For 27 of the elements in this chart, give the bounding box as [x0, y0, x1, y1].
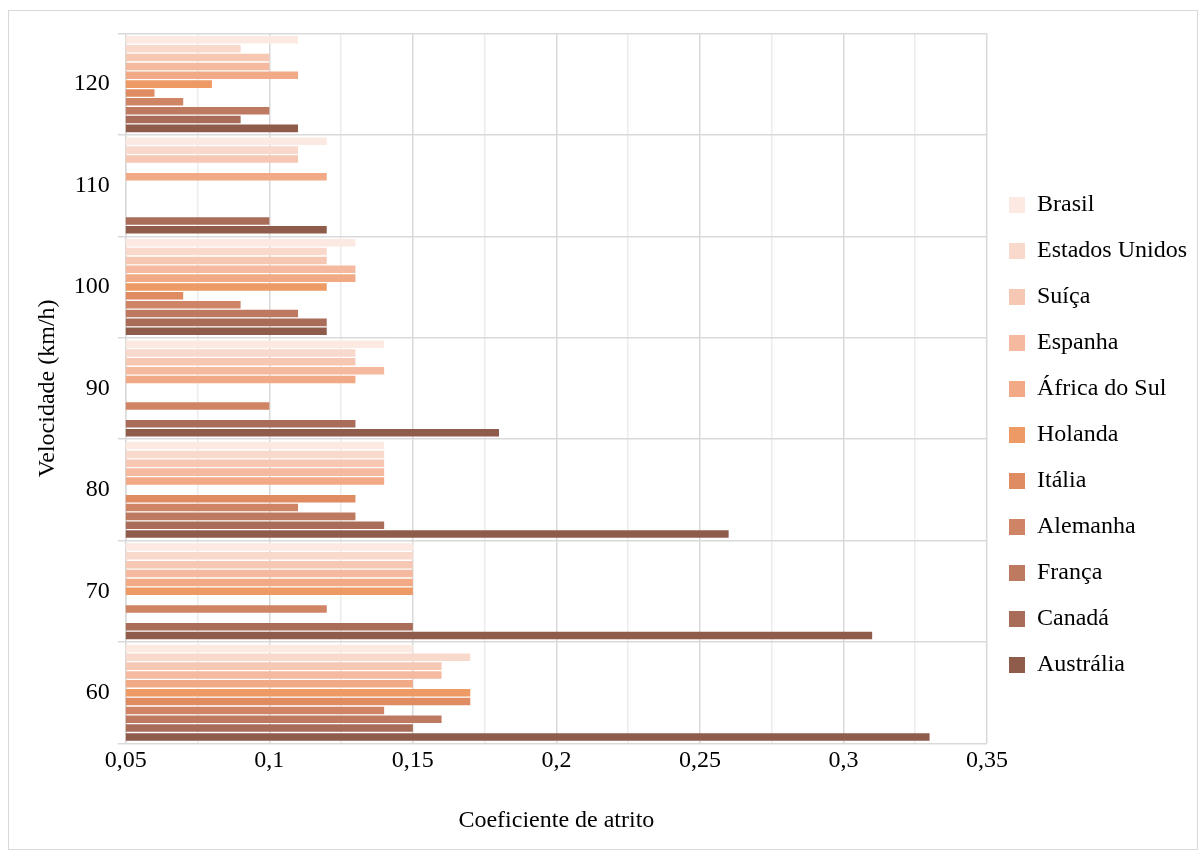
legend-label: Austrália: [1037, 650, 1126, 677]
legend-label: Itália: [1037, 466, 1087, 493]
x-tick-label: 0,25: [678, 746, 721, 773]
legend-label: Holanda: [1037, 420, 1119, 447]
y-tick-label: 70: [85, 576, 110, 603]
y-tick-label: 60: [85, 677, 110, 704]
legend-label: Alemanha: [1037, 512, 1136, 539]
x-tick-label: 0,1: [254, 746, 285, 773]
x-axis-title: Coeficiente de atrito: [458, 805, 655, 832]
x-tick-label: 0,35: [966, 746, 1008, 773]
legend-label: Brasil: [1037, 190, 1095, 217]
y-tick-label: 80: [85, 475, 110, 502]
x-tick-label: 0,05: [104, 746, 147, 773]
x-tick-label: 0,2: [541, 746, 572, 773]
y-tick-label: 90: [85, 373, 110, 400]
legend-label: Canadá: [1037, 604, 1110, 631]
x-tick-label: 0,3: [828, 746, 859, 773]
x-tick-label: 0,15: [391, 746, 434, 773]
legend-label: França: [1037, 558, 1103, 585]
y-tick-label: 110: [74, 170, 110, 197]
legend-label: Suíça: [1037, 282, 1091, 309]
legend-label: África do Sul: [1037, 374, 1167, 401]
y-tick-label: 100: [73, 272, 110, 299]
legend-label: Espanha: [1037, 328, 1119, 355]
y-tick-label: 120: [73, 69, 110, 96]
y-axis-title: Velocidade (km/h): [32, 299, 59, 478]
legend-label: Estados Unidos: [1037, 236, 1187, 263]
